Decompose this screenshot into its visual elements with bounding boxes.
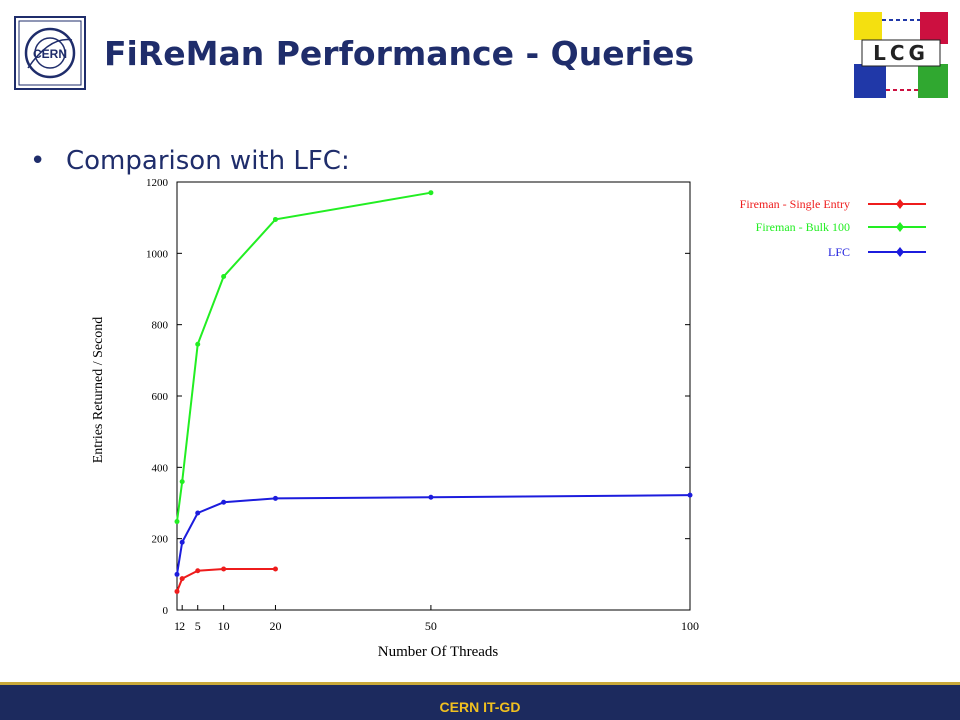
y-tick-label: 0 <box>163 605 169 617</box>
x-tick-label: 10 <box>218 619 230 633</box>
data-point <box>179 479 185 485</box>
bullet-text: Comparison with LFC: <box>66 146 350 176</box>
lcg-logo: LCG <box>854 12 948 98</box>
y-axis: 0 200 400 600 800 1000 1200 <box>146 177 690 617</box>
y-tick-label: 400 <box>152 462 169 474</box>
x-tick-label: 50 <box>425 619 437 633</box>
data-point <box>272 495 278 501</box>
x-tick-label: 1 <box>174 619 180 633</box>
data-point <box>428 190 434 196</box>
legend-label: LFC <box>828 245 850 259</box>
data-point <box>174 571 180 577</box>
legend-marker <box>896 222 904 232</box>
y-tick-label: 1000 <box>146 248 169 260</box>
footer-bar: CERN IT-GD <box>0 682 960 720</box>
y-tick-label: 800 <box>152 320 169 332</box>
x-axis: 1 2 5 10 20 50 100 <box>174 605 699 633</box>
data-point <box>272 216 278 222</box>
plot-frame <box>176 181 691 611</box>
bullet-dot: • <box>30 146 46 176</box>
data-point <box>687 492 693 498</box>
data-point <box>174 519 180 525</box>
footer-text: CERN IT-GD <box>439 699 521 715</box>
lcg-logo-text: LCG <box>873 41 929 65</box>
legend: Fireman - Single Entry Fireman - Bulk 100… <box>740 197 926 259</box>
legend-label: Fireman - Bulk 100 <box>756 220 850 234</box>
data-point <box>195 341 201 347</box>
series-line <box>176 567 276 592</box>
series-line <box>176 191 432 522</box>
series-layer <box>174 190 693 594</box>
data-point <box>195 510 201 516</box>
y-tick-label: 200 <box>152 534 169 546</box>
x-axis-label: Number Of Threads <box>378 644 499 660</box>
cern-logo: CERN <box>14 16 86 90</box>
y-axis-label: Entries Returned / Second <box>91 317 106 464</box>
x-tick-label: 2 <box>179 619 185 633</box>
x-tick-label: 100 <box>681 619 699 633</box>
data-point <box>174 588 180 594</box>
data-point <box>179 539 185 545</box>
data-point <box>221 566 227 572</box>
page-title: FiReMan Performance - Queries <box>104 34 695 73</box>
bullet-item: • Comparison with LFC: <box>30 146 350 176</box>
cern-logo-text: CERN <box>33 47 67 61</box>
data-point <box>221 274 227 280</box>
x-tick-label: 5 <box>195 619 201 633</box>
data-point <box>179 576 185 582</box>
legend-marker <box>896 247 904 257</box>
data-point <box>221 499 227 505</box>
legend-marker <box>896 199 904 209</box>
data-point <box>272 566 278 572</box>
data-point <box>428 494 434 500</box>
data-point <box>195 568 201 574</box>
x-tick-label: 20 <box>269 619 281 633</box>
y-tick-label: 600 <box>152 391 169 403</box>
y-tick-label: 1200 <box>146 177 169 189</box>
series-line <box>176 494 691 575</box>
legend-label: Fireman - Single Entry <box>740 197 850 211</box>
